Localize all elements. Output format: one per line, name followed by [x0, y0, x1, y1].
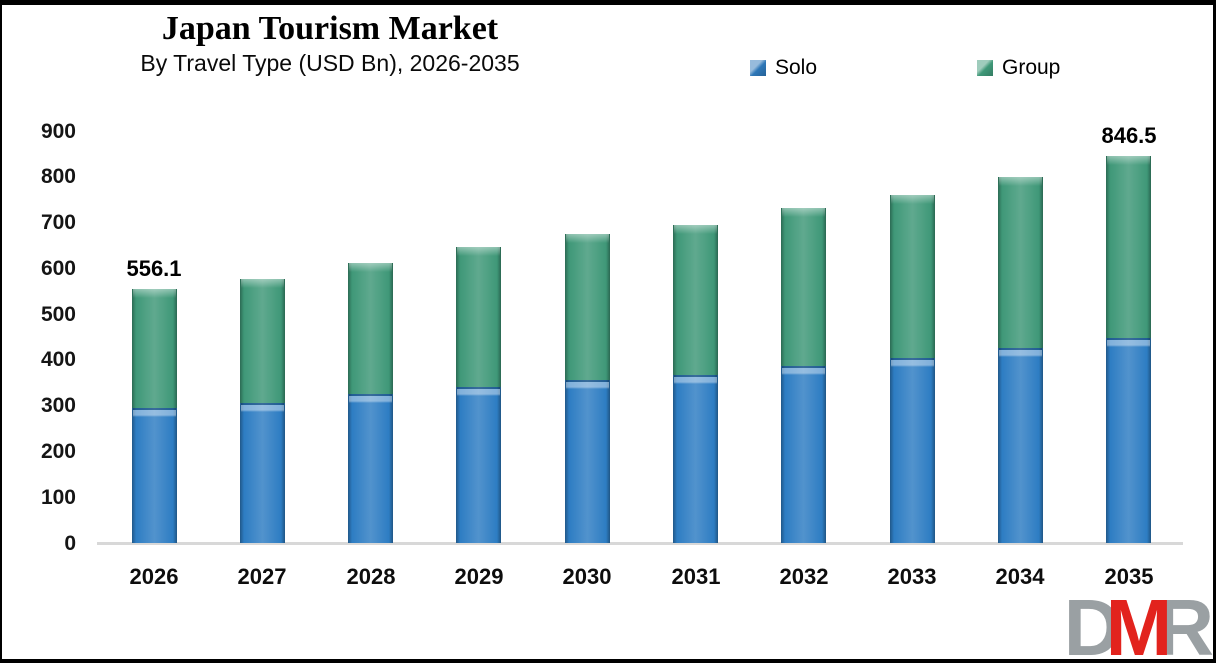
- legend-label-solo: Solo: [775, 56, 818, 79]
- y-tick-label-400: 400: [40, 348, 76, 372]
- bar-segment-solo-2030: [565, 379, 610, 544]
- bar-segment-group-2033: [890, 195, 935, 358]
- x-tick-label-2031: 2031: [671, 564, 721, 589]
- x-tick-label-2033: 2033: [887, 564, 937, 589]
- y-tick-label-500: 500: [40, 302, 76, 326]
- bar-segment-group-2027: [240, 278, 285, 404]
- x-axis-baseline: [97, 542, 1183, 545]
- frame-top-border: [0, 0, 1216, 5]
- solo-swatch-icon: [750, 60, 766, 76]
- bar-segment-solo-2031: [673, 375, 718, 544]
- bar-segment-group-2030: [565, 234, 610, 380]
- frame-bottom-border: [0, 659, 1216, 663]
- x-tick-label-2026: 2026: [129, 564, 179, 589]
- frame-right-border: [1213, 0, 1216, 663]
- x-tick-label-2028: 2028: [346, 564, 396, 589]
- x-tick-label-2032: 2032: [779, 564, 829, 589]
- x-tick-label-2034: 2034: [995, 564, 1045, 589]
- bar-segment-solo-2033: [890, 357, 935, 544]
- x-tick-label-2035: 2035: [1104, 564, 1154, 589]
- x-tick-label-2029: 2029: [454, 564, 504, 589]
- bar-segment-solo-2029: [456, 386, 501, 544]
- logo-letter-d: D: [1063, 583, 1122, 663]
- bar-segment-group-2034: [998, 176, 1043, 349]
- y-tick-label-900: 900: [40, 119, 76, 143]
- bar-segment-solo-2035: [1106, 337, 1151, 544]
- title-block: Japan Tourism Market By Travel Type (USD…: [95, 10, 565, 78]
- data-label-2035: 846.5: [1101, 122, 1157, 148]
- bar-segment-group-2031: [673, 224, 718, 376]
- bar-segment-solo-2034: [998, 348, 1043, 544]
- y-tick-label-800: 800: [40, 165, 76, 189]
- y-tick-label-700: 700: [40, 211, 76, 235]
- y-tick-label-200: 200: [40, 439, 76, 463]
- bar-segment-solo-2032: [781, 365, 826, 544]
- bar-segment-solo-2026: [132, 408, 177, 544]
- data-label-2026: 556.1: [126, 255, 182, 281]
- bar-segment-group-2032: [781, 207, 826, 366]
- legend-item-solo: Solo: [750, 56, 818, 79]
- bar-segment-group-2035: [1106, 155, 1151, 338]
- bar-segment-group-2028: [348, 262, 393, 394]
- bar-segment-solo-2028: [348, 393, 393, 544]
- chart-title: Japan Tourism Market: [161, 10, 499, 47]
- bar-segment-group-2026: [132, 288, 177, 409]
- x-tick-label-2030: 2030: [562, 564, 612, 589]
- legend-label-group: Group: [1002, 56, 1061, 79]
- y-tick-label-300: 300: [40, 394, 76, 418]
- y-tick-label-0: 0: [64, 531, 76, 555]
- chart-subtitle: By Travel Type (USD Bn), 2026-2035: [140, 50, 520, 77]
- frame-left-border: [0, 0, 2, 663]
- legend-item-group: Group: [977, 56, 1061, 79]
- y-tick-label-600: 600: [40, 256, 76, 280]
- bar-segment-group-2029: [456, 246, 501, 388]
- bar-segment-solo-2027: [240, 403, 285, 544]
- dmr-logo: D M R: [1063, 583, 1214, 663]
- y-tick-label-100: 100: [40, 485, 76, 509]
- x-tick-label-2027: 2027: [237, 564, 287, 589]
- logo-letter-m: M: [1105, 583, 1173, 663]
- group-swatch-icon: [977, 60, 993, 76]
- logo-letter-r: R: [1156, 583, 1214, 663]
